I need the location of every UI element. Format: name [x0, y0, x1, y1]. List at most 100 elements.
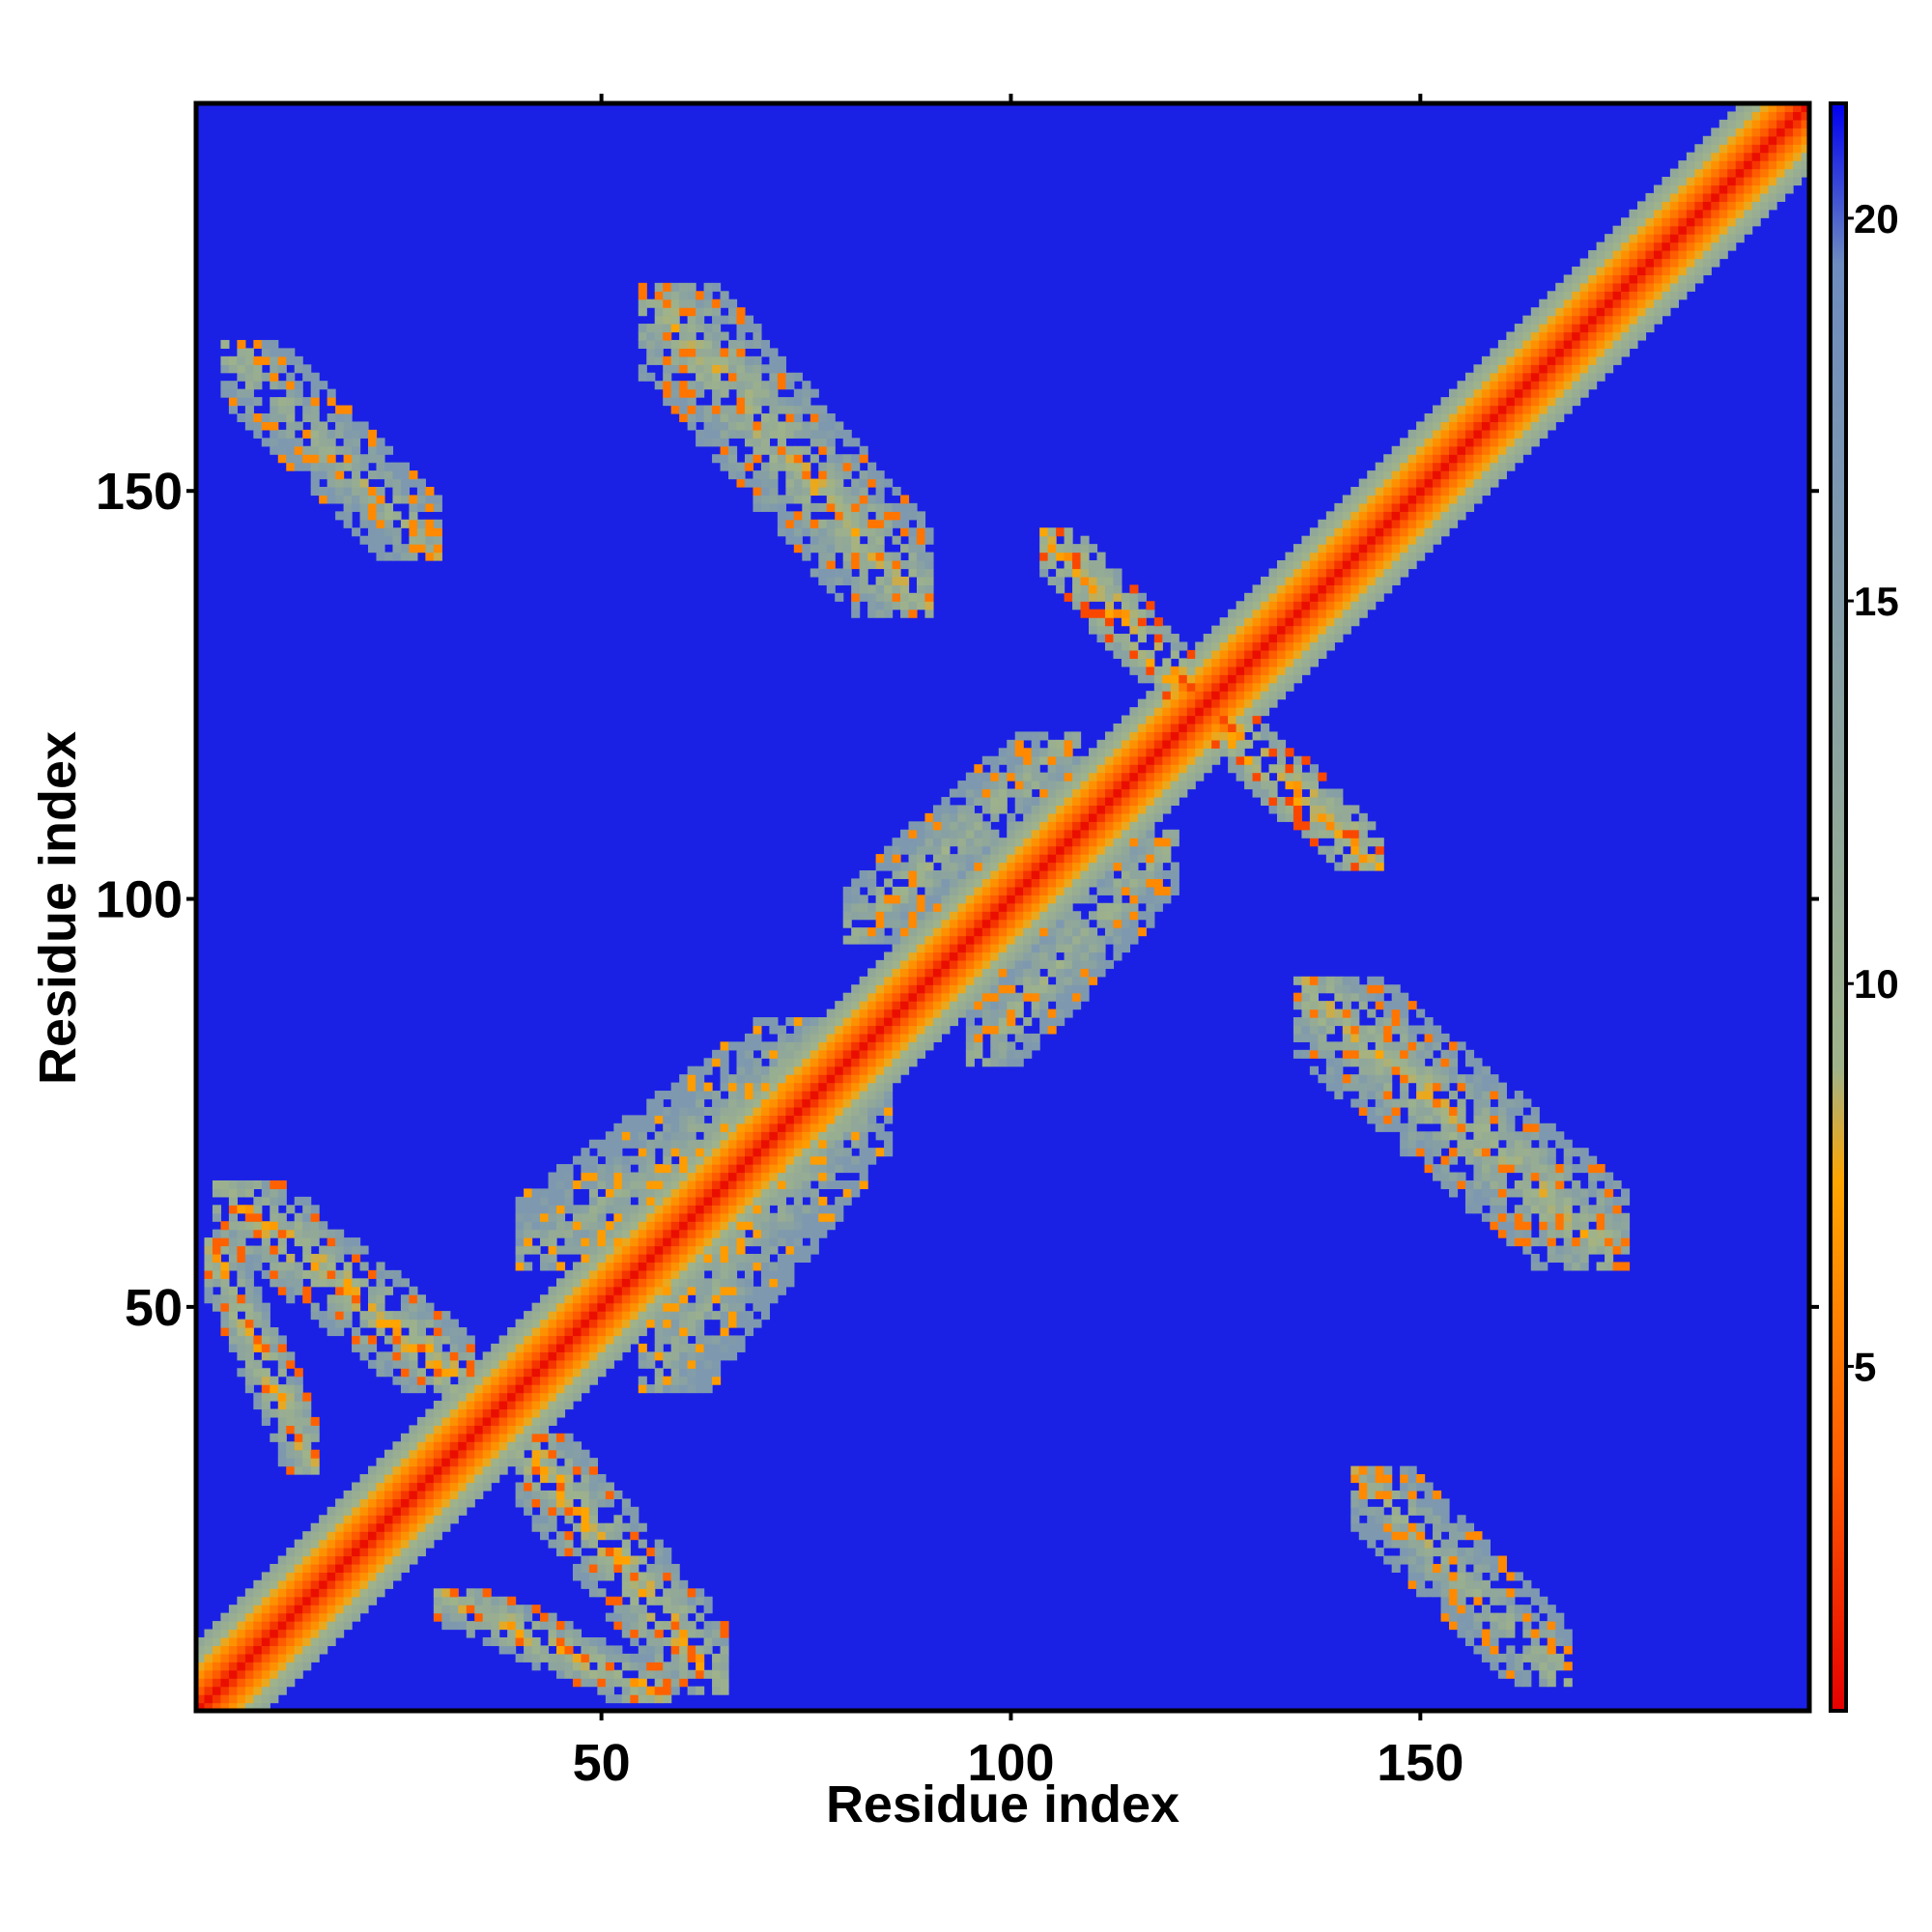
heatmap-cell [696, 1662, 705, 1671]
heatmap-cell [703, 324, 713, 333]
heatmap-cell [679, 291, 689, 300]
heatmap-cell [696, 324, 705, 333]
heatmap-cell [343, 1515, 353, 1524]
heatmap-cell [802, 429, 811, 439]
heatmap-cell [793, 1122, 803, 1132]
heatmap-cell [244, 1269, 254, 1279]
heatmap-cell [670, 1131, 680, 1141]
heatmap-cell [769, 1148, 779, 1157]
heatmap-cell [253, 1588, 263, 1598]
heatmap-cell [679, 1245, 689, 1255]
heatmap-cell [555, 1490, 566, 1499]
heatmap-cell [466, 1482, 475, 1492]
heatmap-cell [1072, 944, 1082, 953]
heatmap-cell [687, 1091, 696, 1100]
heatmap-cell [924, 944, 934, 953]
heatmap-cell [449, 1327, 459, 1337]
heatmap-cell [237, 1702, 246, 1712]
heatmap-cell [687, 1359, 696, 1369]
heatmap-cell [482, 1441, 492, 1451]
heatmap-cell [597, 1482, 607, 1492]
heatmap-cell [555, 1245, 566, 1255]
heatmap-cell [294, 1392, 303, 1402]
heatmap-cell [605, 1205, 614, 1214]
heatmap-cell [974, 886, 983, 895]
heatmap-cell [826, 576, 836, 585]
heatmap-cell [998, 1017, 1008, 1027]
heatmap-cell [818, 1033, 828, 1042]
heatmap-cell [564, 1294, 574, 1304]
heatmap-cell [900, 976, 910, 985]
heatmap-cell [793, 1179, 803, 1190]
heatmap-cell [696, 1612, 705, 1622]
heatmap-cell [1056, 788, 1065, 798]
heatmap-cell [352, 1612, 361, 1622]
heatmap-cell [835, 511, 844, 521]
heatmap-cell [441, 1474, 451, 1484]
heatmap-cell [277, 1636, 287, 1647]
heatmap-cell [712, 1311, 722, 1321]
heatmap-cell [638, 1588, 647, 1598]
heatmap-cell [1104, 959, 1115, 969]
heatmap-cell [663, 1122, 672, 1132]
heatmap-cell [736, 1098, 746, 1108]
heatmap-cell [810, 1049, 819, 1059]
heatmap-cell [310, 1645, 320, 1655]
heatmap-cell [981, 829, 991, 838]
heatmap-cell [932, 968, 943, 978]
heatmap-cell [1031, 919, 1040, 928]
heatmap-cell [572, 1359, 582, 1369]
heatmap-cell [916, 519, 926, 528]
heatmap-cell [981, 984, 991, 994]
heatmap-cell [1023, 1041, 1033, 1051]
heatmap-cell [1056, 902, 1065, 912]
heatmap-cell [663, 1327, 672, 1337]
heatmap-cell [294, 1629, 303, 1638]
heatmap-cell [932, 1017, 943, 1027]
heatmap-cell [400, 1311, 411, 1321]
heatmap-cell [588, 1229, 598, 1238]
heatmap-cell [818, 1229, 828, 1238]
heatmap-cell [646, 1653, 656, 1662]
heatmap-cell [1014, 1001, 1024, 1010]
heatmap-cell [1023, 788, 1033, 798]
heatmap-cell [826, 495, 836, 504]
heatmap-cell [498, 1425, 508, 1435]
heatmap-cell [1064, 862, 1073, 871]
heatmap-cell [1113, 641, 1122, 651]
heatmap-cell [220, 364, 230, 374]
heatmap-cell [1153, 755, 1163, 765]
heatmap-cell [654, 1205, 664, 1214]
heatmap-cell [581, 1506, 590, 1516]
heatmap-cell [670, 1572, 680, 1581]
heatmap-cell [253, 1343, 263, 1352]
heatmap-cell [572, 1269, 582, 1279]
heatmap-cell [908, 829, 918, 838]
heatmap-cell [998, 869, 1008, 880]
heatmap-cell [1137, 649, 1147, 659]
heatmap-cell [736, 1074, 746, 1084]
heatmap-cell [524, 1645, 533, 1655]
heatmap-cell [900, 1065, 910, 1075]
heatmap-cell [777, 1131, 786, 1141]
heatmap-cell [1096, 805, 1106, 814]
heatmap-cell [621, 1555, 631, 1565]
heatmap-cell [581, 1164, 590, 1174]
heatmap-cell [474, 1482, 484, 1492]
heatmap-cell [1047, 878, 1057, 888]
heatmap-cell [621, 1229, 631, 1238]
heatmap-cell [564, 1245, 574, 1255]
heatmap-cell [327, 1506, 336, 1516]
heatmap-cell [924, 1025, 934, 1035]
heatmap-cell [277, 1612, 287, 1622]
heatmap-cell [302, 397, 312, 407]
heatmap-cell [1153, 869, 1163, 880]
heatmap-cell [1031, 1009, 1040, 1018]
heatmap-cell [302, 1636, 312, 1647]
heatmap-cell [696, 1368, 705, 1378]
heatmap-cell [679, 1091, 689, 1100]
heatmap-cell [720, 1253, 729, 1264]
heatmap-cell [1072, 812, 1082, 822]
heatmap-cell [720, 388, 729, 398]
heatmap-cell [1047, 927, 1057, 937]
